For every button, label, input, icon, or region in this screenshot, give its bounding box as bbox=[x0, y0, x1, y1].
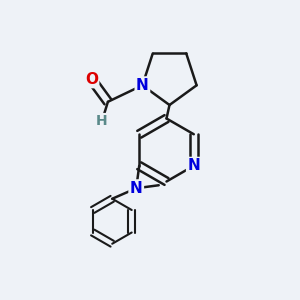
Text: H: H bbox=[96, 114, 108, 128]
Text: N: N bbox=[130, 181, 142, 196]
Text: O: O bbox=[85, 72, 98, 87]
Text: N: N bbox=[136, 78, 149, 93]
Text: N: N bbox=[188, 158, 200, 173]
